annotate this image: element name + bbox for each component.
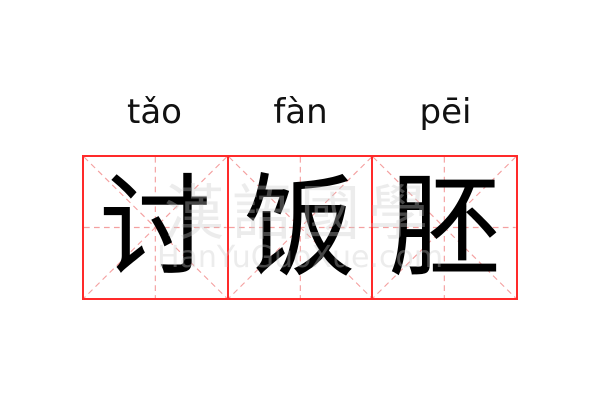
watermark-url: HanYuGuoXue.com bbox=[156, 240, 444, 275]
char-cell-2: 饭 bbox=[228, 157, 374, 298]
watermark-logo: 漢語國學 bbox=[164, 179, 436, 249]
pinyin-1: tǎo bbox=[127, 92, 182, 132]
character-3: 胚 bbox=[388, 162, 501, 293]
guide-lines bbox=[373, 157, 517, 298]
character-2: 饭 bbox=[244, 162, 356, 293]
character-grid: 讨 饭 胚 bbox=[82, 155, 518, 300]
guide-lines bbox=[228, 157, 372, 298]
char-cell-1: 讨 bbox=[84, 157, 229, 298]
character-1: 讨 bbox=[99, 162, 212, 293]
pinyin-3: pēi bbox=[419, 92, 472, 132]
guide-lines bbox=[84, 157, 227, 298]
pinyin-2: fàn bbox=[273, 92, 328, 132]
char-cell-3: 胚 bbox=[373, 157, 517, 298]
